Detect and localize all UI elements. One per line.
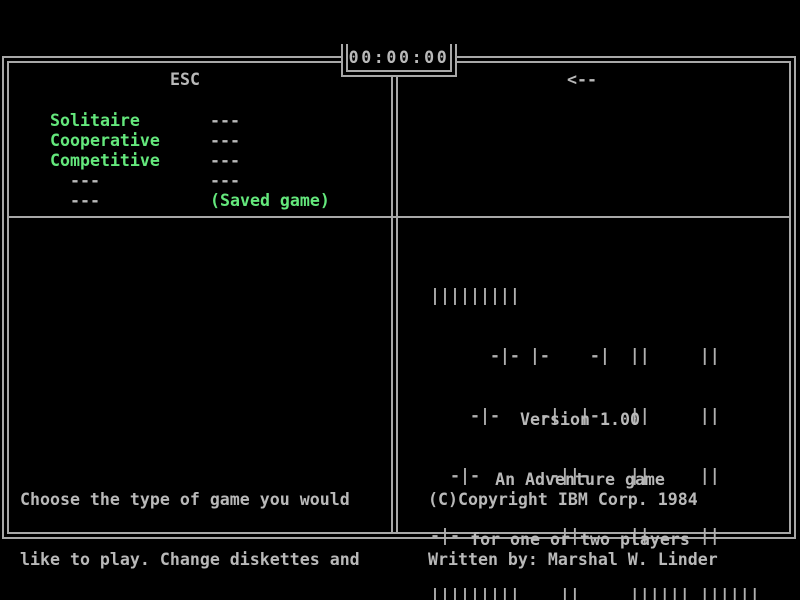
game-timer-box: 00:00:00	[341, 44, 457, 77]
menu-row-empty: --- ---	[0, 171, 390, 191]
game-timer: 00:00:00	[348, 48, 450, 67]
version-label: Version 1.00	[520, 410, 640, 429]
credits-line-1: Written by: Marshal W. Linder	[428, 550, 718, 569]
copyright-line: (C)Copyright IBM Corp. 1984	[428, 490, 698, 509]
menu-row-cooperative[interactable]: Cooperative ---	[0, 131, 390, 151]
menu-item-cooperative[interactable]: Cooperative	[50, 131, 160, 150]
panel-divider-vertical	[391, 75, 398, 533]
menu-item-solitaire[interactable]: Solitaire	[50, 111, 140, 130]
instructions-text: Choose the type of game you would like t…	[20, 450, 360, 600]
menu-item-saved-game[interactable]: (Saved game)	[210, 191, 330, 210]
menu-item-competitive[interactable]: Competitive	[50, 151, 160, 170]
menu-value-cooperative: ---	[210, 131, 240, 150]
esc-key-label: ESC	[170, 70, 200, 89]
menu-item-placeholder: ---	[50, 171, 100, 190]
menu-row-competitive[interactable]: Competitive ---	[0, 151, 390, 171]
game-info-block: Version 1.00 An Adventure game for one o…	[420, 370, 740, 590]
menu-item-placeholder-2: ---	[50, 191, 100, 210]
zyll-logo-ascii-art: ||||||||| -|- |- -| || || -|- -| |- || |…	[430, 286, 760, 600]
credits-block: (C)Copyright IBM Corp. 1984 Written by: …	[428, 450, 718, 600]
menu-row-solitaire[interactable]: Solitaire ---	[0, 111, 390, 131]
instructions-line-1: Choose the type of game you would	[20, 490, 350, 509]
instructions-line-2: like to play. Change diskettes and	[20, 550, 360, 569]
back-arrow-icon: <--	[567, 70, 597, 89]
tagline-line-1: An Adventure game	[495, 470, 665, 489]
menu-row-saved-game[interactable]: --- (Saved game)	[0, 191, 390, 211]
panel-divider-horizontal	[9, 216, 789, 218]
tagline-line-2: for one or two players	[470, 530, 690, 549]
menu-value-solitaire: ---	[210, 111, 240, 130]
menu-value-placeholder: ---	[210, 171, 240, 190]
menu-value-competitive: ---	[210, 151, 240, 170]
